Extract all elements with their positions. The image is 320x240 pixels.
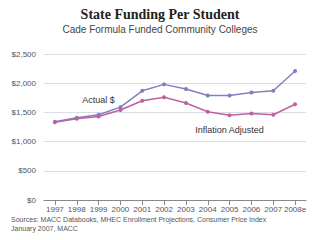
svg-text:Actual $: Actual $	[82, 95, 115, 105]
svg-text:2008e: 2008e	[284, 205, 307, 214]
svg-text:$1,000: $1,000	[12, 137, 37, 146]
svg-text:2001: 2001	[133, 205, 151, 214]
svg-text:Inflation Adjusted: Inflation Adjusted	[195, 125, 264, 135]
svg-text:$2,500: $2,500	[12, 50, 37, 59]
svg-text:$2,000: $2,000	[12, 79, 37, 88]
svg-text:2000: 2000	[112, 205, 130, 214]
svg-text:$0: $0	[27, 196, 36, 205]
svg-text:2003: 2003	[177, 205, 195, 214]
svg-text:2004: 2004	[199, 205, 217, 214]
svg-text:1998: 1998	[68, 205, 86, 214]
svg-text:2002: 2002	[155, 205, 173, 214]
svg-text:$1,500: $1,500	[12, 108, 37, 117]
svg-text:$500: $500	[18, 166, 36, 175]
svg-text:Cade Formula Funded Community: Cade Formula Funded Community Colleges	[62, 24, 257, 35]
svg-text:2006: 2006	[243, 205, 261, 214]
svg-text:1997: 1997	[46, 205, 64, 214]
svg-text:Sources: MACC Databooks, MHEC: Sources: MACC Databooks, MHEC Enrollment…	[11, 216, 267, 224]
svg-text:1999: 1999	[90, 205, 108, 214]
svg-text:January 2007, MACC: January 2007, MACC	[11, 225, 78, 233]
svg-text:State Funding Per Student: State Funding Per Student	[81, 7, 240, 22]
svg-text:2007: 2007	[264, 205, 282, 214]
svg-text:2005: 2005	[221, 205, 239, 214]
